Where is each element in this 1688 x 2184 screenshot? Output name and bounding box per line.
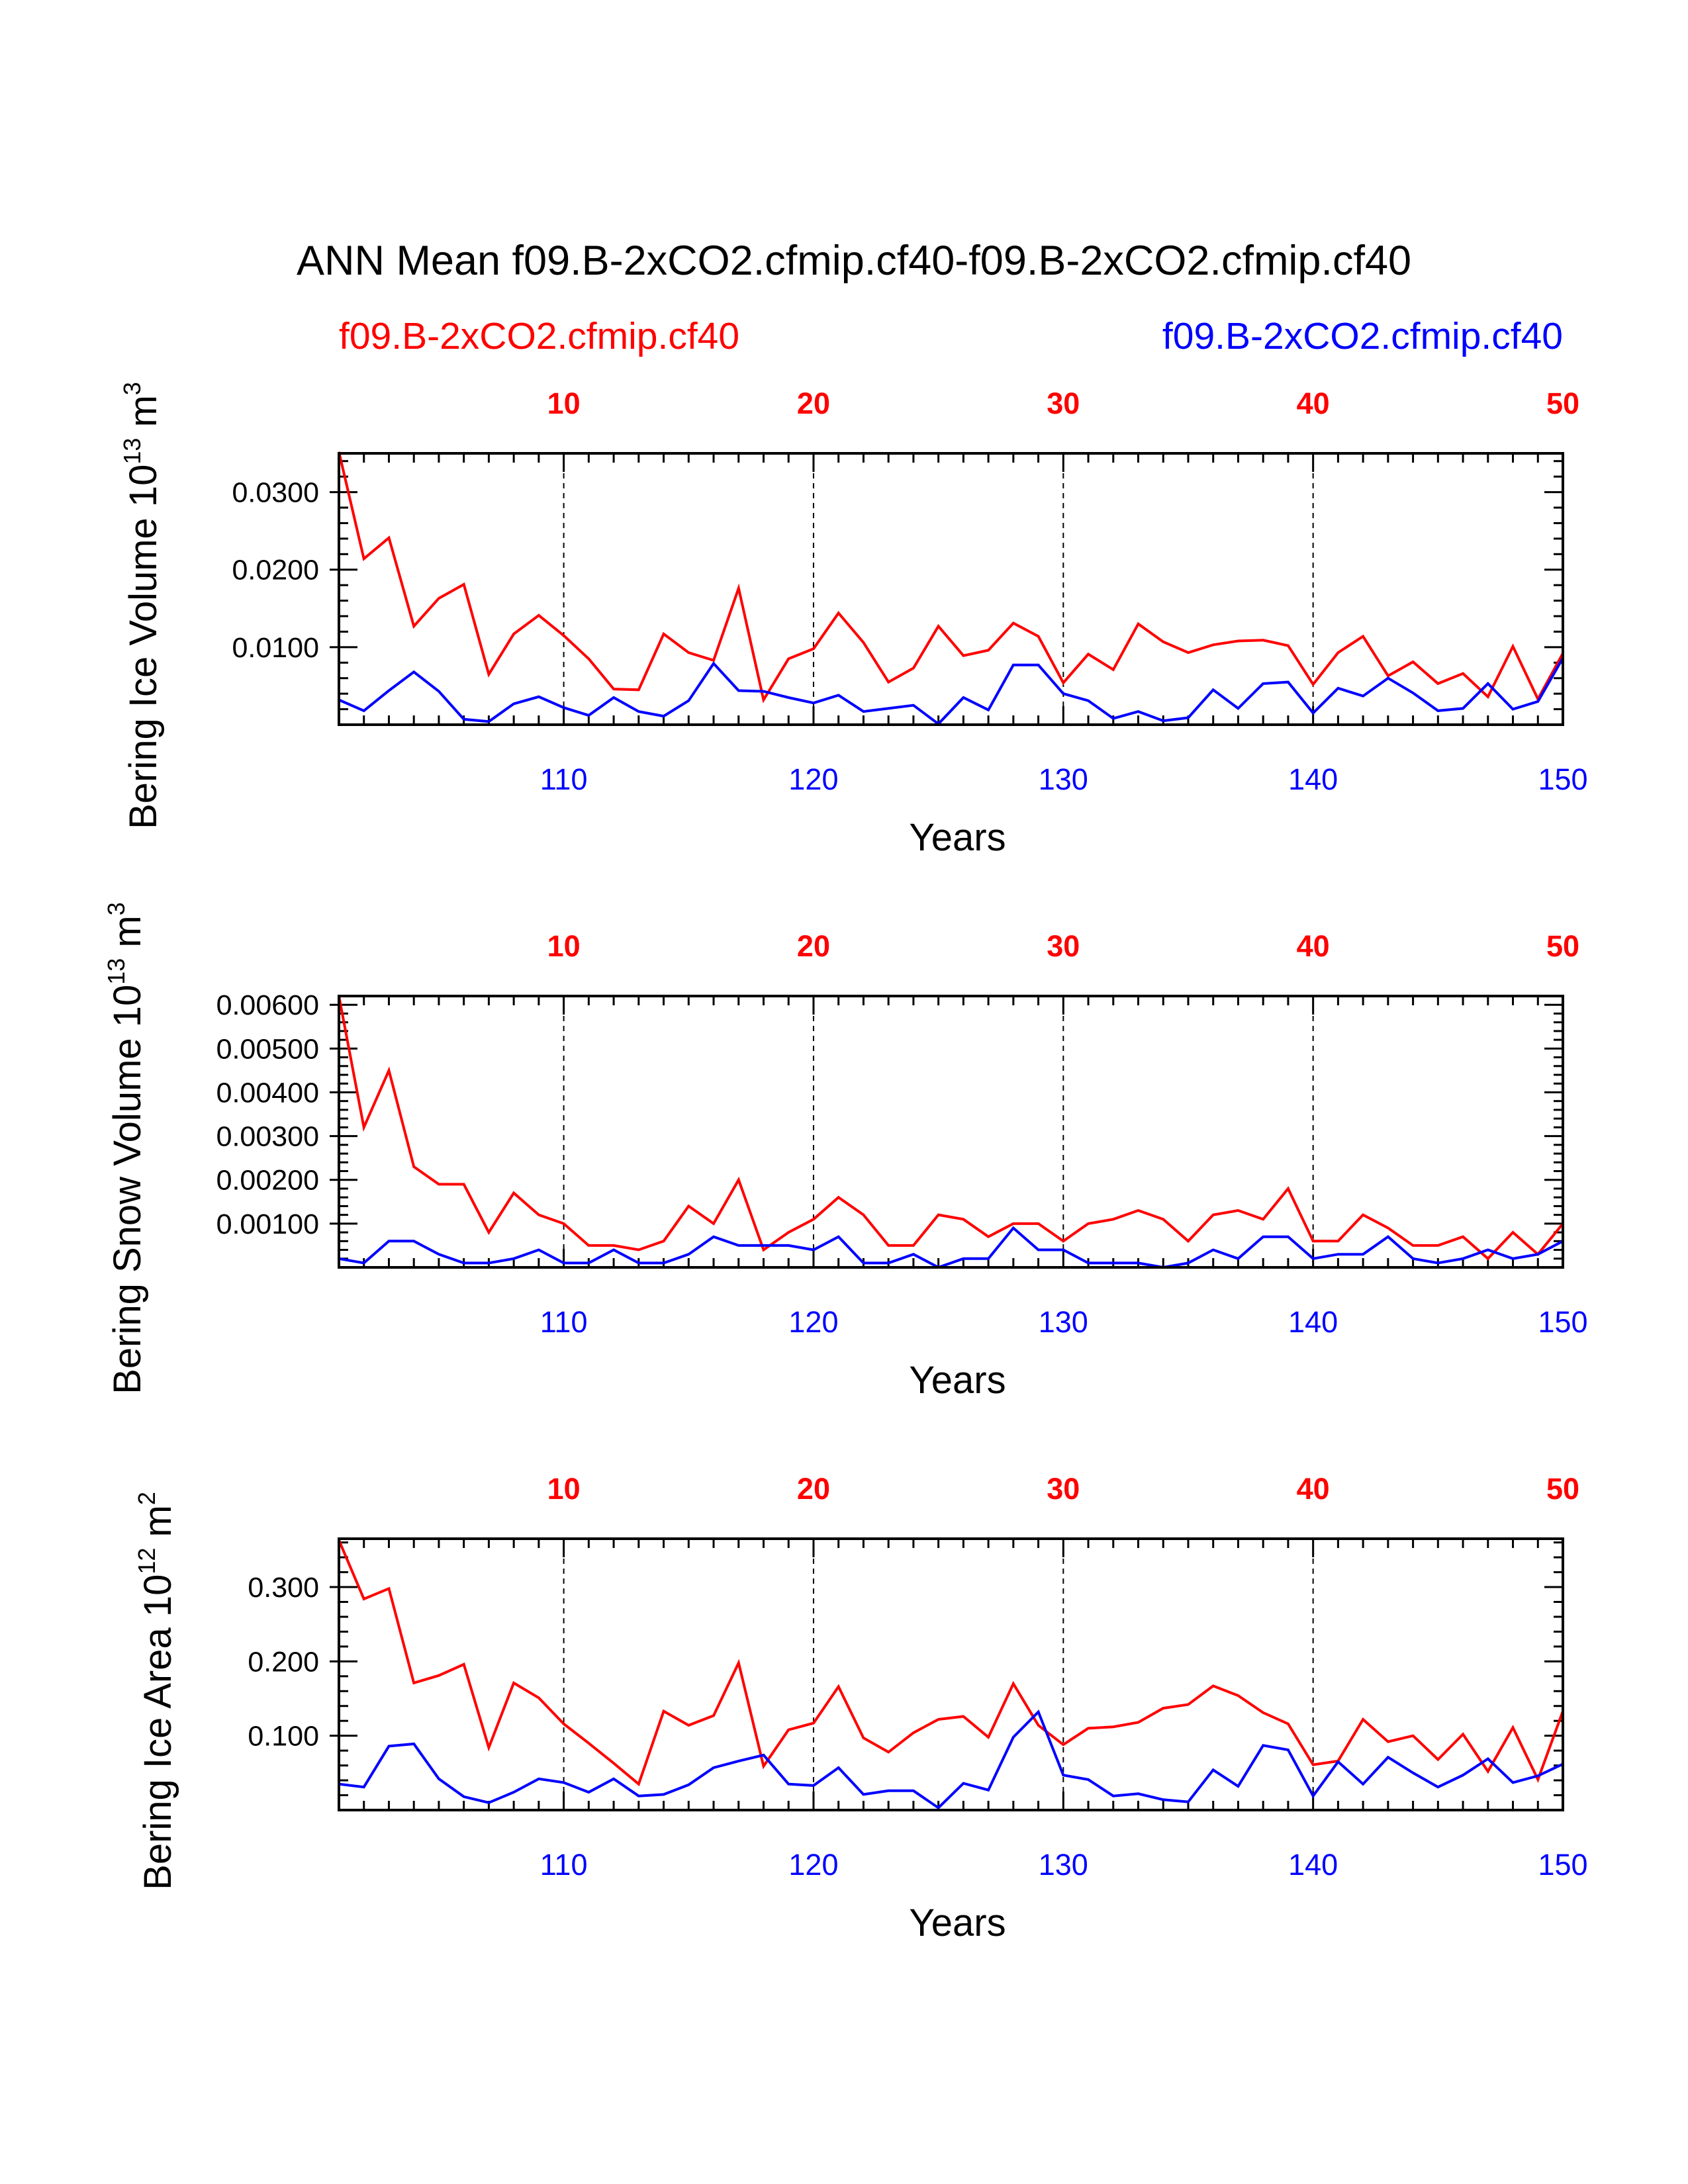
x-bottom-tick-label: 150: [1538, 762, 1587, 796]
plot-frame: [338, 995, 1564, 1269]
y-tick-label: 0.100: [248, 1721, 319, 1752]
x-top-tick-label: 10: [547, 387, 581, 420]
legend-left-label: f09.B-2xCO2.cfmip.cf40: [339, 315, 739, 357]
series-red-line: [338, 995, 1564, 1261]
x-bottom-tick-label: 150: [1538, 1848, 1587, 1882]
x-top-tick-label: 20: [797, 929, 830, 963]
x-bottom-tick-label: 130: [1039, 1305, 1088, 1339]
x-bottom-tick-label: 130: [1039, 1848, 1088, 1882]
series-blue-line: [338, 1709, 1564, 1810]
x-bottom-tick-label: 150: [1538, 1305, 1587, 1339]
x-bottom-tick-label: 140: [1288, 762, 1338, 796]
panel-3: 0.100 0.200 0.300 110 120 130 140 150 10 20 30 40 50…: [133, 1472, 1588, 1944]
x-top-tick-label: 50: [1546, 929, 1579, 963]
y-tick-label: 0.0200: [232, 555, 319, 586]
y-axis-label-superscript: 13: [118, 438, 146, 465]
y-tick-label: 0.00400: [216, 1077, 319, 1109]
x-top-tick-label: 30: [1047, 387, 1080, 420]
x-bottom-tick-label: 130: [1039, 762, 1088, 796]
series-blue-line: [338, 1226, 1564, 1269]
x-top-tick-label: 40: [1297, 929, 1330, 963]
y-tick-label: 0.0300: [232, 477, 319, 509]
y-axis-label-superscript: 3: [103, 902, 130, 915]
x-bottom-tick-label: 140: [1288, 1305, 1338, 1339]
y-tick-label: 0.300: [248, 1572, 319, 1604]
y-axis-label: Bering Ice Area 1012 m2: [133, 1492, 179, 1890]
y-axis-label-superscript: 2: [133, 1492, 160, 1505]
y-axis-label-part: m: [136, 1505, 179, 1547]
legend-right-label: f09.B-2xCO2.cfmip.cf40: [1162, 315, 1563, 357]
x-top-tick-label: 10: [547, 1472, 581, 1506]
plot-frame: [338, 1537, 1564, 1811]
series-blue-line: [338, 657, 1564, 726]
x-axis-label: Years: [909, 1359, 1006, 1402]
y-tick-label: 0.0100: [232, 632, 319, 664]
x-axis-label: Years: [909, 1901, 1006, 1944]
y-axis-label-part: Bering Ice Area 10: [136, 1574, 179, 1890]
y-axis-label-part: Bering Snow Volume 10: [106, 985, 149, 1394]
x-bottom-tick-label: 110: [540, 1848, 588, 1882]
x-top-tick-label: 50: [1546, 387, 1579, 420]
panel-2: 0.00100 0.00200 0.00300 0.00400 0.00500 0.006…: [103, 902, 1588, 1402]
y-tick-label: 0.200: [248, 1646, 319, 1678]
panel-1: 0.0100 0.0200 0.0300 110 120 130 140 150 10 20 30 4…: [118, 382, 1588, 859]
y-tick-label: 0.00100: [216, 1208, 319, 1240]
x-top-tick-label: 40: [1297, 1472, 1330, 1506]
y-tick-label: 0.00500: [216, 1033, 319, 1065]
y-axis-label-superscript: 12: [133, 1548, 160, 1574]
x-bottom-tick-label: 120: [788, 762, 838, 796]
y-axis-label: Bering Snow Volume 1013 m3: [103, 902, 149, 1394]
x-top-tick-label: 40: [1297, 387, 1330, 420]
plot-frame: [338, 452, 1564, 726]
y-axis-label-superscript: 3: [118, 382, 146, 395]
figure-title: ANN Mean f09.B-2xCO2.cfmip.cf40-f09.B-2x…: [297, 238, 1411, 284]
x-bottom-tick-label: 140: [1288, 1848, 1338, 1882]
x-bottom-tick-label: 110: [540, 762, 588, 796]
y-tick-label: 0.00300: [216, 1121, 319, 1153]
y-axis-label-part: m: [122, 395, 165, 437]
x-top-tick-label: 50: [1546, 1472, 1579, 1506]
series-red-line: [338, 1539, 1564, 1787]
series-red-line: [338, 451, 1564, 704]
x-top-tick-label: 20: [797, 387, 830, 420]
x-top-tick-label: 20: [797, 1472, 830, 1506]
y-axis-label-part: Bering Ice Volume 10: [122, 465, 165, 829]
x-top-tick-label: 30: [1047, 929, 1080, 963]
x-top-tick-label: 30: [1047, 1472, 1080, 1506]
y-tick-label: 0.00600: [216, 989, 319, 1021]
x-bottom-tick-label: 110: [540, 1305, 588, 1339]
y-axis-label-superscript: 13: [103, 958, 130, 985]
y-axis-label-part: m: [106, 915, 149, 958]
x-bottom-tick-label: 120: [788, 1305, 838, 1339]
x-top-tick-label: 10: [547, 929, 581, 963]
x-axis-label: Years: [909, 816, 1006, 859]
x-bottom-tick-label: 120: [788, 1848, 838, 1882]
y-tick-label: 0.00200: [216, 1165, 319, 1197]
y-axis-label: Bering Ice Volume 1013 m3: [118, 382, 165, 829]
